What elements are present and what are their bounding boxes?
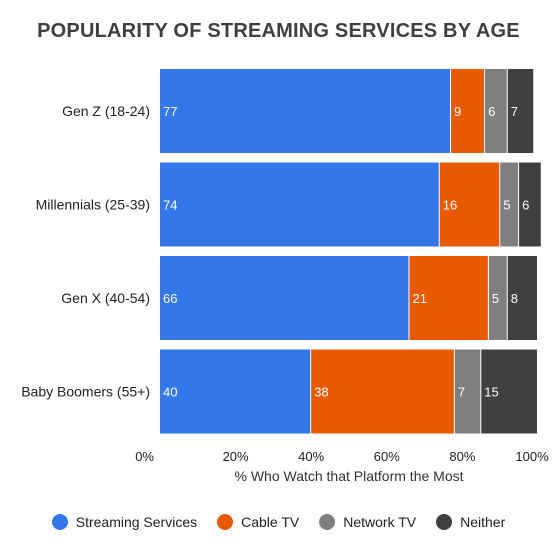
- x-axis-label: % Who Watch that Platform the Most: [234, 468, 464, 484]
- chart-title: POPULARITY OF STREAMING SERVICES BY AGE: [37, 20, 520, 42]
- data-label: 7: [458, 385, 465, 400]
- bar-segment: [311, 349, 454, 434]
- legend-item: Neither: [436, 514, 505, 530]
- bar-segment: [485, 69, 507, 153]
- category-label: Gen Z (18-24): [62, 103, 150, 119]
- bar-segment: [488, 256, 507, 340]
- data-label: 77: [163, 104, 177, 119]
- data-label: 66: [163, 291, 177, 306]
- bar-segment: [409, 256, 488, 340]
- bar-segment: [507, 69, 534, 153]
- data-label: 15: [484, 385, 498, 400]
- bar-segment: [439, 162, 500, 247]
- data-label: 38: [314, 385, 328, 400]
- bar-segment: [500, 162, 519, 247]
- bar-segment: [160, 256, 409, 340]
- data-label: 7: [511, 104, 518, 119]
- x-tick-label: 80%: [449, 449, 475, 464]
- legend-label: Cable TV: [241, 514, 300, 530]
- bar-segment: [160, 349, 311, 434]
- category-label: Baby Boomers (55+): [21, 384, 150, 400]
- bar-segment: [481, 349, 537, 434]
- legend-label: Neither: [460, 514, 506, 530]
- legend-label: Network TV: [343, 514, 417, 530]
- bar-segment: [160, 162, 439, 247]
- bar-segment: [519, 162, 541, 247]
- data-label: 8: [511, 291, 518, 306]
- legend-swatch: [436, 514, 453, 530]
- data-label: 74: [163, 198, 177, 213]
- data-label: 6: [488, 104, 495, 119]
- data-label: 5: [503, 198, 510, 213]
- category-label: Gen X (40-54): [61, 290, 150, 306]
- data-label: 16: [443, 198, 457, 213]
- x-tick-label: 0%: [135, 449, 154, 464]
- data-label: 5: [492, 291, 499, 306]
- bar-segment: [454, 349, 481, 434]
- bar-segment: [160, 69, 451, 153]
- data-label: 21: [412, 291, 426, 306]
- data-label: 6: [522, 198, 529, 213]
- bar-segment: [451, 69, 485, 153]
- legend-item: Cable TV: [217, 514, 299, 530]
- legend-swatch: [51, 514, 68, 530]
- x-tick-label: 40%: [298, 449, 324, 464]
- data-label: 40: [163, 385, 177, 400]
- legend-label: Streaming Services: [75, 514, 198, 530]
- data-label: 9: [454, 104, 461, 119]
- legend-item: Streaming Services: [51, 514, 198, 530]
- legend-swatch: [217, 514, 234, 530]
- x-tick-label: 20%: [223, 449, 249, 464]
- legend-item: Network TV: [319, 514, 416, 530]
- bar-segment: [507, 256, 537, 340]
- x-tick-label: 60%: [374, 449, 400, 464]
- legend-swatch: [319, 514, 336, 530]
- x-tick-label: 100%: [515, 449, 549, 464]
- category-label: Millennials (25-39): [36, 197, 150, 213]
- legend: Streaming Services Cable TV Network TV Neit…: [0, 514, 557, 530]
